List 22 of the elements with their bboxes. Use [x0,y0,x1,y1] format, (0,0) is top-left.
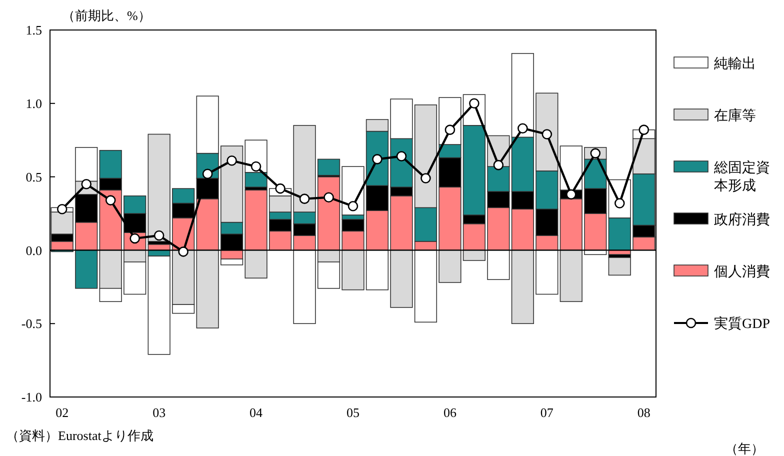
x-tick-label: 08 [637,405,650,420]
x-tick-label: 06 [443,405,457,420]
text: （年） [725,441,764,456]
legend-label: 個人消費 [714,264,770,280]
y-tick-label: 0.0 [26,242,42,258]
y-axis-title: （前期比、%） [62,8,151,23]
y-tick-label: -0.5 [21,316,42,332]
x-tick-label: 03 [152,405,166,420]
y-tick-label: 1.5 [26,22,42,38]
y-tick-label: 1.0 [26,96,42,111]
legend-label: 総固定資本形成 [713,160,770,194]
x-tick-label: 02 [56,405,69,420]
x-tick-label: 05 [346,405,360,420]
x-tick-label: 04 [250,405,264,420]
legend-label: 実質GDP [714,316,770,332]
y-tick-label: -1.0 [21,390,42,405]
legend-label: 純輸出 [714,56,756,72]
legend-label: 在庫等 [714,108,756,124]
text: （資料）Eurostatより作成 [6,428,154,443]
y-tick-label: 0.5 [26,169,42,184]
x-tick-label: 07 [540,405,554,420]
legend-label: 政府消費 [714,212,770,228]
